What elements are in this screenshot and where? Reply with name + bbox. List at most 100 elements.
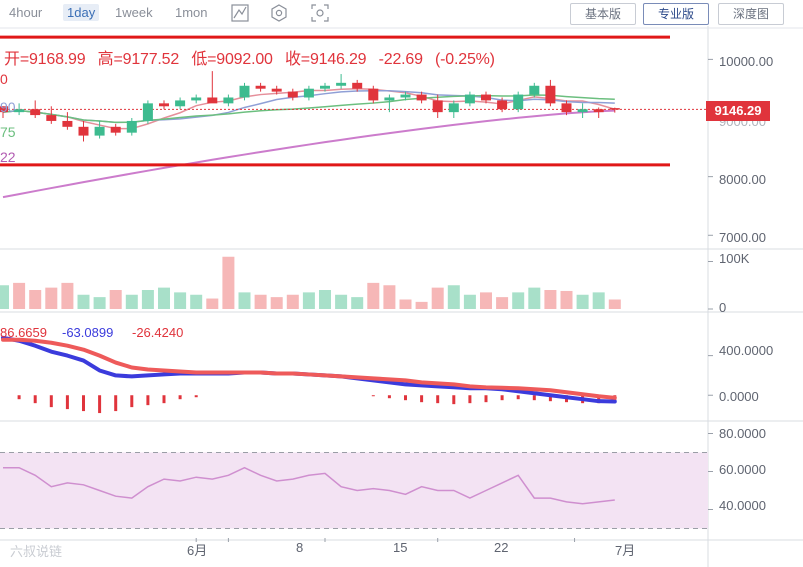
interval-1mon[interactable]: 1mon [175,5,208,20]
ma-line-long [2,109,615,199]
price-tick-7000: 7000.00 [719,230,766,245]
volume-tick-0: 0 [719,300,727,315]
mode-pro-button[interactable]: 专业版 [643,3,709,25]
volume-bar-13 [206,298,219,309]
macd-value-1: 86.6659 [0,325,47,340]
current-price-tag: 9146.29 [706,101,770,121]
volume-bar-17 [270,297,283,309]
toolbar: 4hour 1day 1week 1mon 基本版 专业版 深度图 [0,0,803,26]
macd-hist-32 [516,395,520,400]
line-tool-icon[interactable] [231,4,249,22]
volume-bar-37 [592,292,605,309]
macd-hist-25 [404,395,407,401]
macd-hist-9 [146,395,150,406]
ma-label-3: 75 [0,124,16,140]
volume-bar-26 [415,301,428,309]
volume-bar-11 [174,292,187,309]
rsi-tick-60: 60.0000 [719,462,766,477]
volume-bar-20 [319,290,331,309]
volume-bar-3 [45,287,58,309]
price-tick-10000: 10000.00 [719,54,774,69]
macd-hist-31 [500,395,504,401]
volume-bar-18 [286,294,299,309]
rsi-tick-40: 40.0000 [719,498,766,513]
candle-body-23 [368,88,379,101]
interval-1week[interactable]: 1week [115,5,153,20]
volume-bar-9 [141,290,154,309]
volume-bar-21 [335,294,348,309]
macd-hist-11 [178,395,182,400]
price-tick-8000: 8000.00 [719,172,766,187]
macd-hist-34 [548,395,552,402]
candle-body-30 [481,94,491,101]
watermark: 六叔说链 [10,544,63,559]
volume-bar-22 [351,297,364,309]
macd-hist-10 [162,395,166,404]
candle-body-31 [497,100,508,110]
volume-bar-35 [560,290,573,309]
candle-body-10 [159,103,169,107]
volume-bar-6 [93,297,106,309]
macd-hist-6 [98,395,102,414]
volume-bar-30 [480,292,492,309]
candle-body-11 [175,100,186,107]
macd-hist-2 [33,395,37,404]
volume-bar-23 [367,282,380,309]
candle-body-8 [126,120,137,133]
candle-body-16 [255,85,266,89]
candle-body-20 [320,85,330,89]
mode-basic-button[interactable]: 基本版 [570,3,636,25]
macd-hist-28 [452,395,456,405]
volume-bar-14 [222,256,235,309]
candle-body-24 [384,97,395,101]
candle-body-9 [142,103,153,121]
volume-bar-34 [544,290,557,309]
macd-hist-27 [436,395,440,404]
candle-body-3 [46,115,57,121]
volume-bar-0 [0,285,9,309]
candle-body-7 [110,126,121,133]
volume-bar-24 [383,285,396,309]
volume-bar-19 [302,292,315,309]
volume-bar-16 [254,294,267,309]
macd-hist-5 [82,395,85,412]
open-value: 开=9168.99 [4,51,86,68]
volume-bar-29 [463,294,476,309]
volume-bar-27 [431,287,444,309]
candle-body-1 [14,109,25,113]
candle-body-32 [513,94,524,110]
mode-depth-button[interactable]: 深度图 [718,3,784,25]
macd-value-3: -26.4240 [132,325,184,340]
volume-bar-15 [238,292,251,309]
candle-body-14 [223,97,234,104]
x-tick-22: 22 [494,540,509,555]
candle-body-34 [545,85,556,104]
volume-bar-36 [576,294,589,309]
volume-bar-8 [125,294,138,309]
macd-hist-30 [484,395,488,403]
interval-1day[interactable]: 1day [63,4,100,21]
settings-hexagon-icon[interactable] [270,4,288,22]
ohlc-legend: 开=9168.99 高=9177.52 低=9092.00 收=9146.29 … [4,45,503,69]
macd-hist-1 [17,395,21,400]
low-value: 低=9092.00 [191,51,273,68]
interval-4hour[interactable]: 4hour [9,5,43,20]
candle-body-6 [94,126,105,136]
candle-body-25 [400,94,411,98]
macd-hist-3 [49,395,53,408]
macd-hist-24 [387,395,391,399]
change-pct-value: (-0.25%) [435,51,495,68]
macd-tick-400: 400.0000 [719,343,774,358]
candle-body-19 [303,88,314,98]
x-tick-15: 15 [393,540,408,555]
macd-line-dea [1,337,617,400]
volume-bar-25 [399,299,412,309]
volume-bar-38 [608,299,621,309]
screenshot-icon[interactable] [311,4,329,22]
volume-tick-100k: 100K [719,251,750,266]
macd-hist-23 [371,395,375,397]
macd-hist-8 [130,395,134,408]
candle-body-0 [0,106,8,113]
rsi-line [3,466,615,505]
